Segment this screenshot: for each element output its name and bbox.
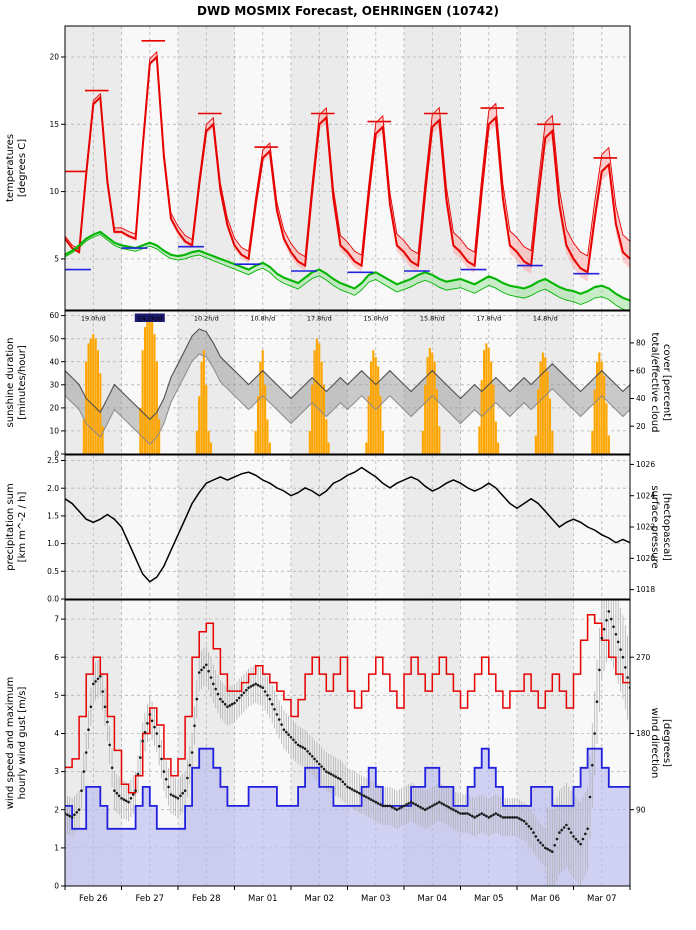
svg-text:sunshine duration: sunshine duration: [5, 338, 16, 428]
svg-text:1.0: 1.0: [47, 539, 59, 548]
chart-title: DWD MOSMIX Forecast, OEHRINGEN (10742): [197, 4, 499, 18]
svg-text:Feb 26: Feb 26: [79, 894, 108, 904]
svg-text:17.8h/d: 17.8h/d: [307, 314, 332, 322]
svg-text:20: 20: [636, 422, 646, 431]
svg-text:17.8h/d: 17.8h/d: [476, 314, 501, 322]
svg-text:50: 50: [49, 334, 59, 343]
svg-text:15: 15: [49, 120, 59, 129]
svg-text:180: 180: [636, 729, 651, 738]
svg-text:wind direction: wind direction: [649, 708, 660, 779]
svg-text:24.2h/d: 24.2h/d: [137, 314, 162, 322]
panel-wind: [65, 600, 630, 886]
svg-text:40: 40: [49, 357, 59, 366]
panel-sunshine-cloud: 19.0h/d 24.2h/d 10.2h/d 10.8h/d 17.8h/d 15.0h…: [65, 311, 630, 454]
svg-text:60: 60: [636, 366, 646, 375]
svg-text:[km m^-2 / h]: [km m^-2 / h]: [17, 492, 28, 563]
svg-text:80: 80: [636, 339, 646, 348]
svg-text:15.8h/d: 15.8h/d: [420, 314, 445, 322]
svg-text:60: 60: [49, 311, 59, 320]
svg-text:0: 0: [54, 882, 59, 891]
svg-text:5: 5: [54, 691, 59, 700]
svg-text:1018: 1018: [636, 585, 655, 594]
svg-text:[minutes/hour]: [minutes/hour]: [17, 345, 28, 420]
svg-text:1026: 1026: [636, 460, 655, 469]
svg-text:3: 3: [54, 767, 59, 776]
svg-text:Mar 02: Mar 02: [305, 894, 335, 904]
svg-text:total/effective cloud: total/effective cloud: [649, 333, 660, 433]
svg-text:Mar 04: Mar 04: [418, 894, 448, 904]
svg-text:cover [percent]: cover [percent]: [661, 344, 672, 421]
svg-text:2.5: 2.5: [47, 456, 59, 465]
svg-text:19.0h/d: 19.0h/d: [81, 314, 106, 322]
svg-text:90: 90: [636, 805, 646, 814]
svg-text:[degrees]: [degrees]: [661, 719, 672, 767]
svg-text:Mar 03: Mar 03: [361, 894, 391, 904]
svg-text:14.8h/d: 14.8h/d: [533, 314, 558, 322]
svg-text:10: 10: [49, 427, 59, 436]
svg-text:1024: 1024: [636, 491, 655, 500]
svg-text:1: 1: [54, 844, 59, 853]
svg-text:precipitation sum: precipitation sum: [5, 483, 16, 570]
svg-text:10.2h/d: 10.2h/d: [194, 314, 219, 322]
svg-text:hourly wind gust [m/s]: hourly wind gust [m/s]: [17, 687, 28, 800]
svg-text:6: 6: [54, 653, 59, 662]
svg-text:30: 30: [49, 380, 59, 389]
panel-temperature: [65, 26, 630, 310]
svg-text:2: 2: [54, 805, 59, 814]
svg-text:Mar 07: Mar 07: [587, 894, 617, 904]
svg-text:15.0h/d: 15.0h/d: [363, 314, 388, 322]
svg-text:Feb 27: Feb 27: [136, 894, 165, 904]
svg-text:0.5: 0.5: [47, 567, 59, 576]
svg-text:0.0: 0.0: [47, 595, 59, 604]
svg-text:10.8h/d: 10.8h/d: [250, 314, 275, 322]
svg-text:4: 4: [54, 729, 59, 738]
panel-precipitation-pressure: [65, 455, 630, 599]
svg-text:1.5: 1.5: [47, 512, 59, 521]
svg-text:7: 7: [54, 615, 59, 624]
svg-text:Mar 05: Mar 05: [474, 894, 504, 904]
svg-text:10: 10: [49, 187, 59, 196]
svg-text:1020: 1020: [636, 554, 655, 563]
svg-text:[hectopascal]: [hectopascal]: [661, 493, 672, 561]
svg-text:2.0: 2.0: [47, 484, 59, 493]
svg-text:0: 0: [54, 450, 59, 459]
svg-text:Mar 01: Mar 01: [248, 894, 278, 904]
svg-text:270: 270: [636, 653, 651, 662]
svg-text:20: 20: [49, 404, 59, 413]
svg-text:wind speed and maximum: wind speed and maximum: [5, 677, 16, 810]
svg-text:Feb 28: Feb 28: [192, 894, 221, 904]
svg-text:20: 20: [49, 53, 59, 62]
svg-text:1022: 1022: [636, 523, 655, 532]
svg-text:5: 5: [54, 255, 59, 264]
svg-text:surface pressure: surface pressure: [649, 485, 660, 568]
svg-text:Mar 06: Mar 06: [531, 894, 561, 904]
svg-text:[degrees C]: [degrees C]: [17, 139, 28, 197]
svg-text:temperatures: temperatures: [5, 134, 16, 202]
svg-text:40: 40: [636, 394, 646, 403]
